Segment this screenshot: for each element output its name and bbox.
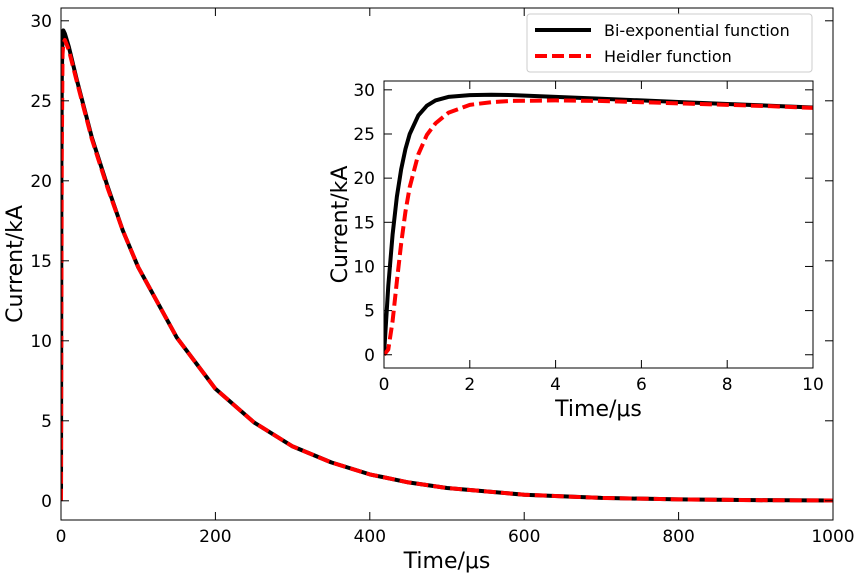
y-tick-label: 20 (30, 172, 52, 192)
x-axis-label: Time/μs (403, 549, 491, 573)
y-tick-label: 5 (41, 412, 52, 432)
x-tick-label: 10 (802, 375, 824, 395)
plot-area (384, 81, 813, 368)
x-tick-label: 400 (354, 527, 386, 547)
y-tick-label: 30 (353, 81, 375, 101)
y-tick-label: 5 (364, 302, 375, 322)
legend: Bi-exponential function Heidler function (526, 13, 813, 73)
inset-plot: 0 2 4 6 8 10 0 5 10 15 20 25 30 Time/μs Current/kA (328, 80, 824, 422)
y-tick-label: 25 (30, 92, 52, 112)
y-tick-label: 15 (353, 213, 375, 233)
y-tick-label: 10 (353, 257, 375, 277)
legend-label: Heidler function (604, 47, 732, 66)
x-tick-label: 800 (662, 527, 694, 547)
x-tick-label: 2 (464, 375, 475, 395)
y-tick-label: 20 (353, 169, 375, 189)
x-tick-label: 4 (550, 375, 561, 395)
y-axis-label: Current/kA (3, 205, 28, 323)
x-tick-label: 0 (379, 375, 390, 395)
series-group (384, 92, 813, 357)
y-tick-label: 15 (30, 252, 52, 272)
x-tick-label: 0 (56, 527, 67, 547)
main-series-heidler-function (61, 38, 833, 503)
y-axis-label: Current/kA (328, 166, 353, 284)
legend-box (526, 13, 813, 73)
inset-series-heidler-function (384, 98, 813, 357)
x-tick-label: 1000 (811, 527, 854, 547)
y-tick-label: 30 (30, 12, 52, 32)
x-tick-label: 8 (722, 375, 733, 395)
y-tick-label: 25 (353, 125, 375, 145)
y-tick-label: 0 (364, 346, 375, 366)
x-tick-label: 200 (199, 527, 231, 547)
legend-label: Bi-exponential function (604, 21, 790, 40)
x-tick-label: 600 (508, 527, 540, 547)
series-group (61, 28, 833, 503)
plot-frame (60, 7, 834, 521)
y-tick-label: 10 (30, 332, 52, 352)
plot-frame (383, 80, 814, 369)
x-axis-label: Time/μs (554, 397, 642, 422)
x-tick-label: 6 (636, 375, 647, 395)
y-tick-label: 0 (41, 492, 52, 512)
